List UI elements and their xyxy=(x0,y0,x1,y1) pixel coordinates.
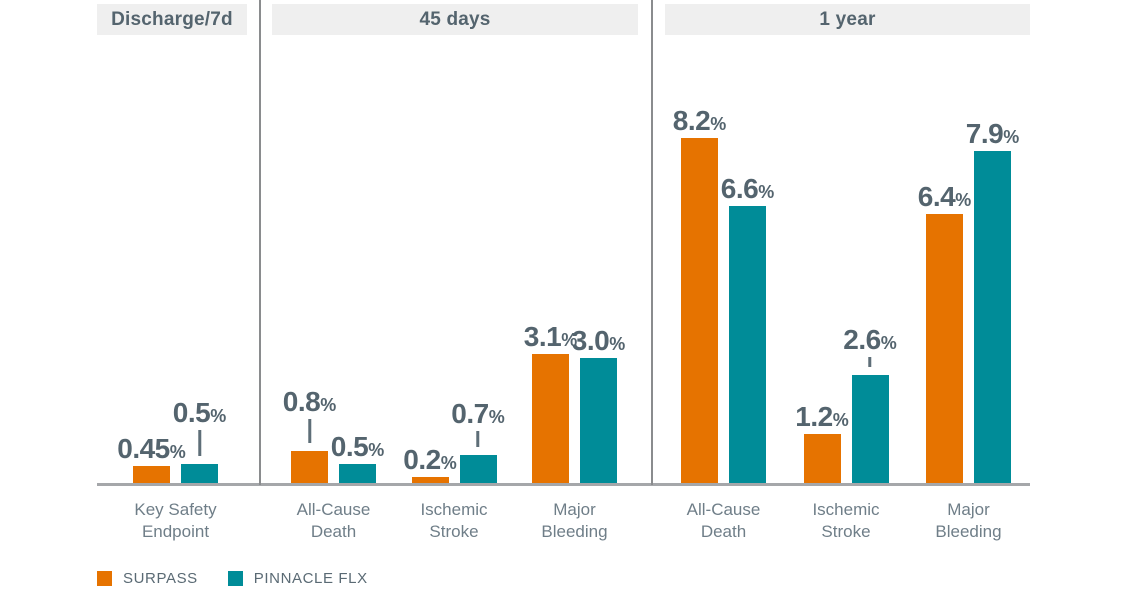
value-label: 3.0% xyxy=(571,325,626,356)
section-header: Discharge/7d xyxy=(97,4,247,35)
value-label: 2.6% xyxy=(843,324,897,355)
value-annotation: 6.6% xyxy=(721,175,774,203)
section-divider-line xyxy=(651,0,653,485)
value-annotation: 1.2% xyxy=(795,403,848,431)
legend-label-surpass: SURPASS xyxy=(123,570,198,587)
category-label-box: Ischemic Stroke xyxy=(804,499,889,549)
value-label: 0.45% xyxy=(117,433,186,464)
surpass-bar: 0.2% xyxy=(403,446,457,485)
surpass-bar: 0.45% xyxy=(117,435,186,485)
category-label-box: Key Safety Endpoint xyxy=(133,499,218,549)
category-label: All-Cause Death xyxy=(296,500,371,542)
bar-group: 0.45% 0.5% xyxy=(117,399,226,485)
value-annotation: 0.8% xyxy=(283,388,336,448)
category-label-box: Major Bleeding xyxy=(926,499,1011,549)
value-label: 6.6% xyxy=(720,173,775,204)
category-label: Major Bleeding xyxy=(935,500,1002,542)
surpass-bar: 0.8% xyxy=(283,388,336,485)
bar-group: 1.2% 2.6% xyxy=(795,326,897,485)
chart-section: 45 days 0.8% 0.5% 0.2% 0.7% 3.1% 3.0% All-Cause… xyxy=(272,0,638,560)
category-label-box: Ischemic Stroke xyxy=(412,499,497,549)
legend-item-pinnacle-flx: PINNACLE FLX xyxy=(227,570,368,587)
plot-area: 0.45% 0.5% xyxy=(97,35,247,485)
value-annotation: 8.2% xyxy=(673,107,726,135)
pinnacle-flx-bar: 7.9% xyxy=(966,120,1019,485)
leader-line xyxy=(307,419,311,443)
section-divider-line xyxy=(259,0,261,485)
pinnacle-flx-bar: 3.0% xyxy=(572,327,625,485)
category-label: Major Bleeding xyxy=(541,500,608,542)
leader-line xyxy=(868,357,872,367)
legend-item-surpass: SURPASS xyxy=(97,570,198,587)
chart-section: Discharge/7d 0.45% 0.5% Key Safety Endpoint xyxy=(97,0,247,560)
surpass-bar: 8.2% xyxy=(673,107,726,485)
leader-line xyxy=(476,431,480,447)
category-label: Ischemic Stroke xyxy=(812,500,880,542)
legend-label-pinnacle-flx: PINNACLE FLX xyxy=(253,570,368,587)
value-annotation: 0.7% xyxy=(451,398,505,452)
value-annotation: 6.4% xyxy=(918,183,971,211)
value-label: 1.2% xyxy=(795,401,849,432)
value-label: 0.7% xyxy=(451,398,505,429)
value-annotation: 0.45% xyxy=(117,435,186,463)
bar-group: 0.2% 0.7% xyxy=(403,400,505,485)
plot-area: 8.2% 6.6% 1.2% 2.6% 6.4% 7.9% xyxy=(665,35,1030,485)
category-labels-row: All-Cause Death Ischemic Stroke Major Blee… xyxy=(665,499,1030,549)
pinnacle-flx-swatch-icon xyxy=(227,571,243,586)
category-labels-row: Key Safety Endpoint xyxy=(97,499,247,549)
value-annotation: 2.6% xyxy=(843,324,897,372)
category-labels-row: All-Cause Death Ischemic Stroke Major Blee… xyxy=(272,499,638,549)
value-annotation: 0.5% xyxy=(173,399,226,461)
category-label-box: All-Cause Death xyxy=(681,499,766,549)
category-label: Ischemic Stroke xyxy=(420,500,488,542)
category-label: All-Cause Death xyxy=(686,500,761,542)
value-annotation: 3.0% xyxy=(572,327,625,355)
category-label-box: All-Cause Death xyxy=(291,499,376,549)
surpass-bar: 3.1% xyxy=(524,323,577,485)
chart-section: 1 year 8.2% 6.6% 1.2% 2.6% 6.4% 7.9% All-Cause … xyxy=(665,0,1030,560)
pinnacle-flx-bar: 0.7% xyxy=(451,400,505,485)
leader-line xyxy=(197,430,201,456)
value-annotation: 0.2% xyxy=(403,446,456,474)
value-annotation: 0.5% xyxy=(331,433,384,461)
value-label: 0.8% xyxy=(282,386,337,417)
plot-area: 0.8% 0.5% 0.2% 0.7% 3.1% 3.0% xyxy=(272,35,638,485)
value-annotation: 3.1% xyxy=(524,323,577,351)
surpass-bar: 6.4% xyxy=(918,183,971,485)
pinnacle-flx-bar: 6.6% xyxy=(721,175,774,485)
legend: SURPASS PINNACLE FLX xyxy=(97,570,368,587)
value-label: 7.9% xyxy=(965,118,1020,149)
x-axis-line xyxy=(97,483,1030,486)
bar-group: 0.8% 0.5% xyxy=(283,388,384,485)
category-label-box: Major Bleeding xyxy=(532,499,617,549)
section-header: 1 year xyxy=(665,4,1030,35)
value-label: 6.4% xyxy=(917,181,972,212)
value-label: 8.2% xyxy=(672,105,727,136)
value-annotation: 7.9% xyxy=(966,120,1019,148)
value-label: 0.5% xyxy=(330,431,385,462)
value-label: 3.1% xyxy=(523,321,578,352)
value-label: 0.5% xyxy=(172,397,227,428)
category-label: Key Safety Endpoint xyxy=(134,500,217,542)
value-label: 0.2% xyxy=(403,444,457,475)
bar-group: 3.1% 3.0% xyxy=(524,323,625,485)
bar-group: 8.2% 6.6% xyxy=(673,107,774,485)
pinnacle-flx-bar: 0.5% xyxy=(173,399,226,485)
section-header: 45 days xyxy=(272,4,638,35)
surpass-bar: 1.2% xyxy=(795,403,849,485)
surpass-swatch-icon xyxy=(97,571,112,586)
pinnacle-flx-bar: 2.6% xyxy=(843,326,897,485)
pinnacle-flx-bar: 0.5% xyxy=(331,433,384,485)
bar-group: 6.4% 7.9% xyxy=(918,120,1019,485)
